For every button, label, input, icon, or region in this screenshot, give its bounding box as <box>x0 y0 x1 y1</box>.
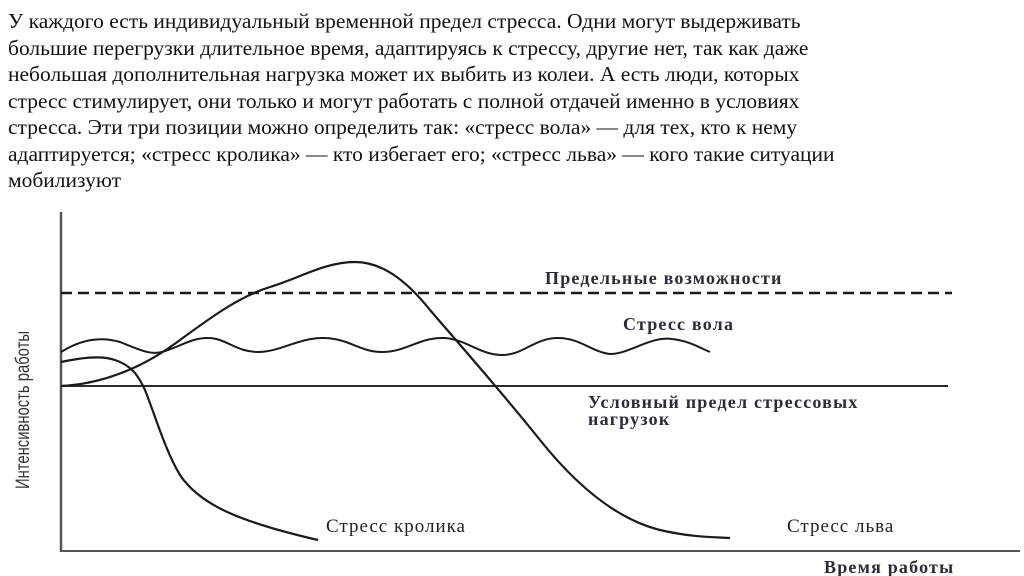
intro-line: мобилизуют <box>8 168 122 192</box>
lion-stress-label: Стресс льва <box>787 516 894 537</box>
ox-stress-label: Стресс вола <box>623 314 734 334</box>
intro-line: стресса. Эти три позиции можно определит… <box>8 115 798 139</box>
lion-stress-curve <box>60 260 731 540</box>
intro-line: адаптируется; «стресс кролика» — кто изб… <box>8 141 835 166</box>
x-axis-label: Время работы <box>824 557 954 576</box>
limit-line-label: Предельные возможности <box>545 268 783 288</box>
intro-line: небольшая дополнительная нагрузка может … <box>8 62 800 86</box>
intro-line: стресс стимулирует, они только и могут р… <box>8 88 800 113</box>
rabbit-stress-label: Стресс кролика <box>326 516 466 537</box>
threshold-label-line1: Условный предел стрессовых <box>588 392 859 412</box>
intro-line: У каждого есть индивидуальный временной … <box>8 9 801 33</box>
intro-paragraph: У каждого есть индивидуальный временной … <box>8 8 1018 194</box>
y-axis-label: Интенсивность работы <box>12 331 33 489</box>
threshold-label-line2: нагрузок <box>588 409 670 429</box>
rabbit-stress-curve <box>60 356 319 542</box>
intro-line: большие перегрузки длительное время, ада… <box>8 35 809 60</box>
ox-stress-curve <box>60 336 711 357</box>
